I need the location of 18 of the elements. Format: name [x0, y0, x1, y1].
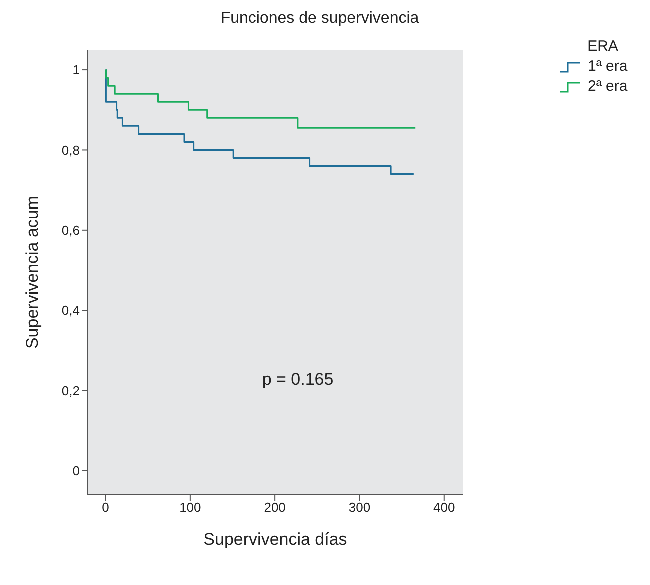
legend-title: ERA — [586, 38, 620, 55]
annotation: p = 0.165 — [261, 370, 335, 390]
x-tick-label: 0 — [102, 500, 110, 516]
y-tick-label: 0 — [72, 464, 80, 479]
legend-label: 2ª era — [588, 77, 628, 97]
chart-title: Funciones de supervivencia — [220, 10, 420, 28]
y-tick-label: 0,6 — [62, 223, 80, 238]
legend-label: 1ª era — [588, 57, 628, 77]
x-tick-label: 400 — [434, 500, 456, 516]
x-tick-label: 200 — [264, 500, 286, 516]
y-tick-label: 0,2 — [62, 383, 80, 398]
y-axis-title: Supervivencia acum — [23, 196, 42, 350]
x-axis-title: Supervivencia días — [204, 530, 348, 549]
x-tick-label: 100 — [180, 500, 202, 516]
y-tick-label: 0,4 — [62, 303, 80, 318]
x-tick-label: 300 — [348, 500, 371, 516]
y-tick-label: 1 — [72, 62, 80, 78]
y-tick-label: 0,8 — [62, 142, 80, 158]
